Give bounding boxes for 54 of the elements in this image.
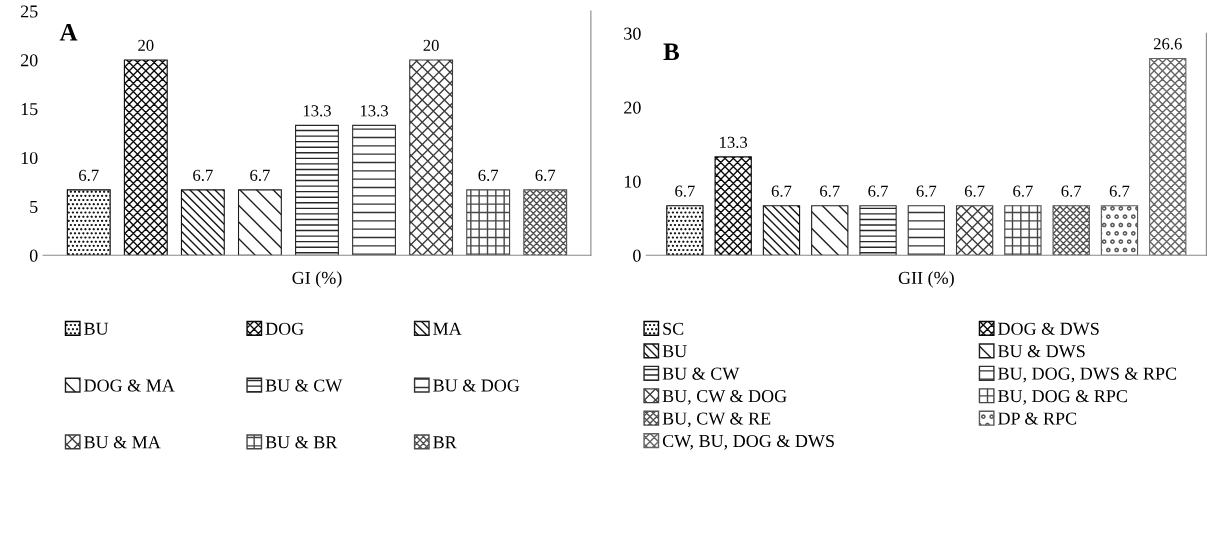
- data-label: 6.7: [868, 185, 888, 197]
- legend-label: DP & RPC: [998, 412, 1077, 425]
- annotation: B: [663, 43, 680, 61]
- legend-label: SC: [663, 322, 684, 335]
- data-label: 6.7: [916, 185, 937, 197]
- legend-label: CW, BU, DOG & DWS: [662, 434, 834, 450]
- legend-label: BU & CW: [265, 379, 343, 392]
- data-label: 6.7: [1013, 185, 1033, 197]
- data-label: 26.6: [1153, 38, 1182, 50]
- y-tick-label: 30: [624, 27, 641, 40]
- data-label: 6.7: [250, 169, 270, 181]
- legend-label: BU & DWS: [998, 345, 1085, 358]
- legend-label: DOG: [265, 322, 304, 335]
- y-tick-label: 20: [20, 54, 38, 67]
- data-label: 20: [423, 39, 439, 51]
- data-label: 13.3: [720, 136, 748, 149]
- y-tick-label: 15: [21, 103, 38, 116]
- data-label: 6.7: [964, 185, 985, 197]
- y-tick-label: 0: [633, 249, 641, 262]
- legend-label: BU & MA: [84, 436, 161, 449]
- legend-label: BU, DOG & RPC: [998, 390, 1127, 405]
- legend-label: BU, CW & DOG: [662, 390, 787, 405]
- y-tick-label: 25: [20, 5, 38, 18]
- annotation: A: [59, 23, 78, 41]
- y-tick-label: 20: [624, 101, 641, 114]
- y-tick-label: 0: [29, 249, 38, 262]
- legend-label: BU: [84, 322, 109, 335]
- data-label: 6.7: [1109, 185, 1130, 197]
- legend-label: MA: [433, 322, 462, 335]
- data-label: 6.7: [535, 169, 556, 181]
- legend-label: BU, CW & RE: [662, 412, 771, 428]
- legend-label: BU, DOG, DWS & RPC: [998, 367, 1177, 383]
- legend-label: DOG & MA: [84, 379, 175, 392]
- legend-label: BU & DOG: [433, 379, 520, 392]
- data-label: 6.7: [1061, 185, 1082, 197]
- data-label: 6.7: [675, 185, 695, 197]
- data-label: 6.7: [478, 169, 499, 181]
- x-axis-title: GII (%): [898, 271, 954, 288]
- y-tick-label: 10: [21, 151, 38, 165]
- data-label: 6.7: [820, 185, 840, 197]
- legend-label: BU & CW: [662, 367, 740, 380]
- data-label: 20: [138, 39, 154, 51]
- legend-label: DOG & DWS: [998, 322, 1099, 335]
- y-tick-label: 5: [30, 200, 38, 213]
- data-label: 6.7: [79, 169, 99, 181]
- data-label: 6.7: [193, 169, 213, 181]
- legend-label: BU & BR: [265, 436, 338, 449]
- legend-label: BU: [662, 345, 687, 358]
- data-label: 13.3: [360, 105, 388, 117]
- legend-label: BR: [433, 436, 457, 449]
- x-axis-title: GI (%): [292, 271, 342, 288]
- data-label: 6.7: [771, 185, 792, 197]
- y-tick-label: 10: [624, 175, 641, 188]
- data-label: 13.3: [303, 105, 331, 117]
